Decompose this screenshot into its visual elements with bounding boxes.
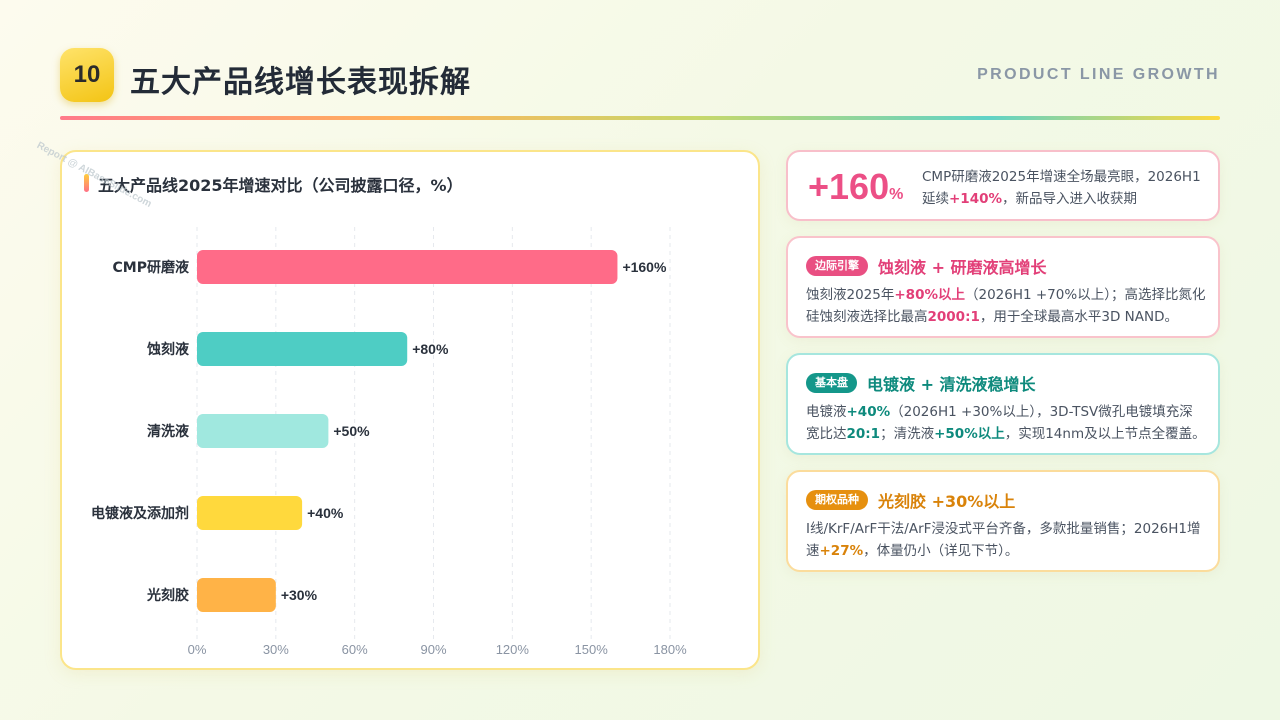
highlight-text: +80%以上: [894, 287, 965, 303]
x-tick-label: 150%: [575, 642, 609, 657]
body-text: （2026H1 +30%以上），3D-TSV微孔电镀填充深宽比达: [806, 404, 1193, 442]
highlight-text: +27%: [819, 543, 864, 559]
header-divider: [60, 116, 1220, 120]
chart-card: 五大产品线2025年增速对比（公司披露口径，%） 0% 30% 60% 90% 120%…: [60, 150, 760, 670]
body-text: ；清洗液: [880, 426, 935, 442]
bar: [197, 578, 276, 612]
x-tick-label: 90%: [420, 642, 446, 657]
data-label: +160%: [622, 259, 667, 275]
body-text: 电镀液: [806, 404, 847, 420]
body-text: ，用于全球最高水平3D NAND。: [979, 309, 1178, 325]
category-label: 电镀液及添加剂: [91, 505, 189, 522]
card-header: 基本盘 电镀液 + 清洗液稳增长: [806, 371, 1036, 395]
card-option: 期权品种 光刻胶 +30%以上 I线/KrF/ArF干法/ArF浸没式平台齐备，…: [786, 470, 1220, 572]
card-body: 电镀液+40%（2026H1 +30%以上），3D-TSV微孔电镀填充深宽比达2…: [806, 401, 1206, 445]
data-label: +40%: [307, 505, 344, 521]
card-body: I线/KrF/ArF干法/ArF浸没式平台齐备，多款批量销售；2026H1增速+…: [806, 518, 1206, 562]
bar: [197, 496, 303, 530]
x-tick-label: 30%: [263, 642, 289, 657]
card-header: 期权品种 光刻胶 +30%以上: [806, 488, 1015, 512]
data-label: +80%: [412, 341, 449, 357]
page-title: 五大产品线增长表现拆解: [130, 65, 471, 100]
card-tag: 基本盘: [806, 373, 857, 393]
section-number-badge: 10: [60, 48, 114, 102]
highlight-text: 20:1: [846, 426, 881, 442]
highlight-text: +140%: [949, 191, 1003, 207]
page-subtitle-english: PRODUCT LINE GROWTH: [977, 66, 1220, 83]
bar: [197, 332, 408, 366]
body-text: CMP研磨液2025年增速全场最亮眼，2026H1延续: [922, 169, 1201, 207]
highlight-text: 2000:1: [927, 309, 980, 325]
x-tick-label: 60%: [342, 642, 368, 657]
card-body: 蚀刻液2025年+80%以上（2026H1 +70%以上）；高选择比氮化硅蚀刻液…: [806, 284, 1206, 328]
body-text: （2026H1 +70%以上）；高选择比氮化硅蚀刻液选择比最高: [806, 287, 1206, 325]
body-text: ，新品导入进入收获期: [1002, 191, 1138, 207]
card-marginal-engine: 边际引擎 蚀刻液 + 研磨液高增长 蚀刻液2025年+80%以上（2026H1 …: [786, 236, 1220, 338]
card-tag: 边际引擎: [806, 256, 868, 276]
card-tag: 期权品种: [806, 490, 868, 510]
card-title: 光刻胶 +30%以上: [878, 492, 1016, 511]
data-label: +30%: [281, 587, 318, 603]
highlight-card-cmp: +160% CMP研磨液2025年增速全场最亮眼，2026H1延续+140%，新…: [786, 150, 1220, 221]
category-label: CMP研磨液: [113, 259, 190, 276]
big-stat: +160%: [808, 166, 903, 208]
card-base: 基本盘 电镀液 + 清洗液稳增长 电镀液+40%（2026H1 +30%以上），…: [786, 353, 1220, 455]
card-title: 电镀液 + 清洗液稳增长: [867, 375, 1036, 394]
data-label: +50%: [333, 423, 370, 439]
card-title: 蚀刻液 + 研磨液高增长: [878, 258, 1047, 277]
category-label: 蚀刻液: [146, 341, 190, 358]
card-header: 边际引擎 蚀刻液 + 研磨液高增长: [806, 254, 1047, 278]
x-tick-label: 120%: [496, 642, 530, 657]
bar: [197, 414, 329, 448]
chart-title-accent: [84, 174, 89, 192]
highlight-text: +50%以上: [934, 426, 1005, 442]
body-text: I线/KrF/ArF干法/ArF浸没式平台齐备，多款批量销售；2026H1增速: [806, 521, 1201, 559]
body-text: ，实现14nm及以上节点全覆盖。: [1004, 426, 1206, 442]
card-body: CMP研磨液2025年增速全场最亮眼，2026H1延续+140%，新品导入进入收…: [922, 166, 1206, 210]
page-header: 10 五大产品线增长表现拆解 PRODUCT LINE GROWTH: [60, 48, 1220, 104]
bar-chart: 0% 30% 60% 90% 120% 150% 180% CMP研磨液 +160% 蚀刻液 +80…: [91, 227, 687, 657]
body-text: ，体量仍小（详见下节）。: [863, 543, 1019, 559]
bar: [197, 250, 618, 284]
chart-title: 五大产品线2025年增速对比（公司披露口径，%）: [98, 176, 463, 195]
body-text: 蚀刻液2025年: [806, 287, 895, 303]
big-stat-unit: %: [889, 186, 904, 203]
highlight-text: +40%: [846, 404, 891, 420]
category-label: 清洗液: [147, 423, 190, 440]
x-tick-label: 180%: [653, 642, 687, 657]
big-stat-value: +160: [808, 166, 890, 207]
category-label: 光刻胶: [146, 587, 189, 604]
x-tick-label: 0%: [188, 642, 207, 657]
